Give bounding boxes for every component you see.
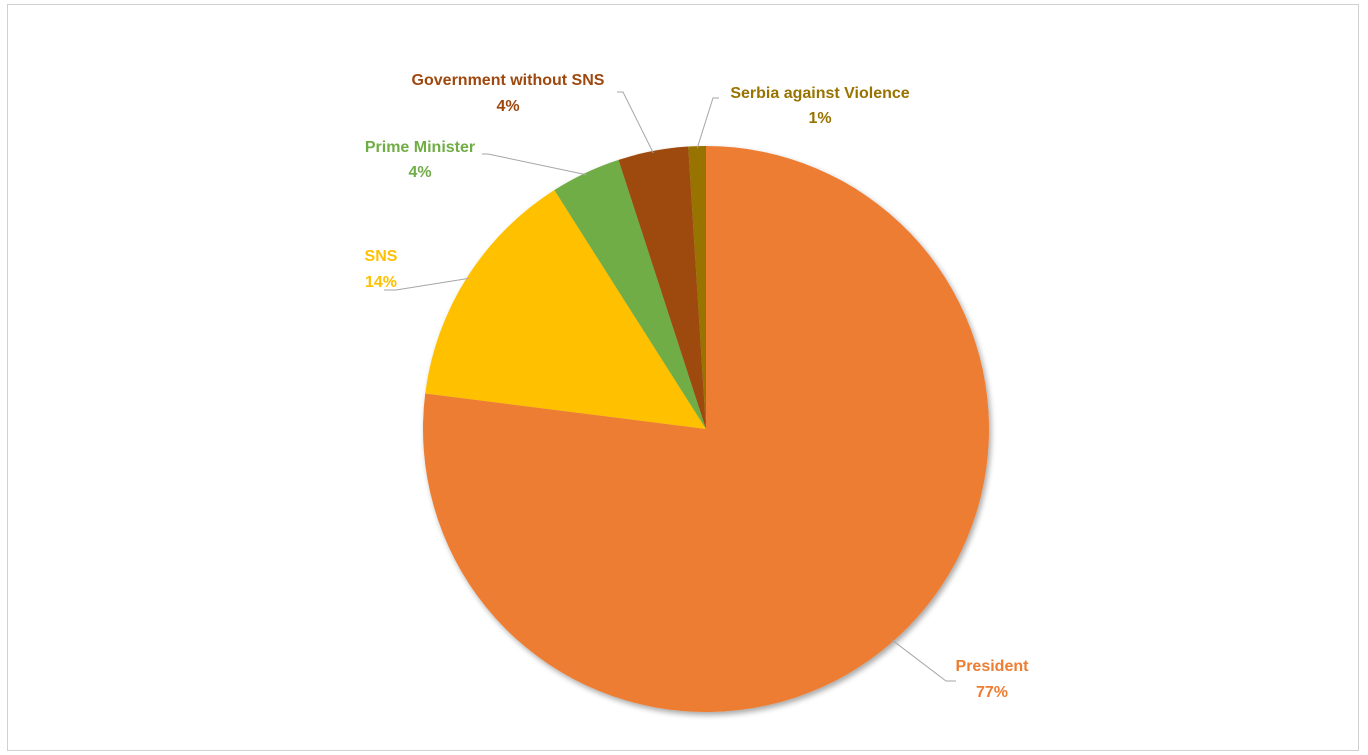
pie-slice-sns <box>425 190 706 429</box>
leader-line <box>617 91 654 154</box>
leader-line <box>482 153 587 176</box>
slice-labels: President 77% SNS 14% Prime Minister 4% Govern… <box>365 72 1030 701</box>
slice-value-label: 14% <box>365 274 397 291</box>
slice-value-label: 4% <box>408 164 431 181</box>
slice-label: President <box>956 658 1030 675</box>
leader-line <box>696 97 719 149</box>
slice-value-label: 4% <box>496 98 519 115</box>
slice-label: Government without SNS <box>412 72 605 89</box>
pie-slice-serbia-against-violence <box>688 146 706 429</box>
chart-frame: President 77% SNS 14% Prime Minister 4% Govern… <box>7 4 1359 751</box>
slice-value-label: 77% <box>976 684 1008 701</box>
slice-label: Prime Minister <box>365 139 475 156</box>
leader-line <box>384 277 469 291</box>
leader-line <box>891 639 956 682</box>
leader-lines <box>384 91 956 682</box>
pie-slice-president <box>422 146 989 712</box>
pie-slice-government-without-sns <box>618 146 706 429</box>
pie-slice-prime-minister <box>554 159 706 429</box>
slice-label: Serbia against Violence <box>730 85 909 102</box>
slice-value-label: 1% <box>808 110 831 127</box>
pie-chart: President 77% SNS 14% Prime Minister 4% Govern… <box>365 72 1030 712</box>
pie-slices <box>422 146 989 712</box>
slice-label: SNS <box>365 248 398 265</box>
